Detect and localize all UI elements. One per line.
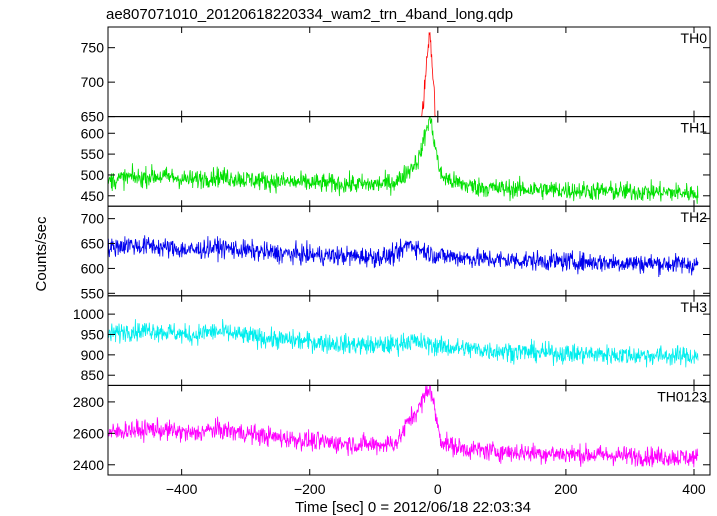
series-line-th1 — [108, 116, 699, 204]
y-tick-label: 600 — [81, 260, 105, 276]
y-tick-label: 850 — [81, 367, 105, 383]
y-tick-label: 550 — [81, 285, 105, 301]
y-axis-label: Counts/sec — [33, 216, 50, 292]
y-tick-label: 700 — [81, 211, 105, 227]
x-tick-label: 200 — [554, 481, 578, 497]
panel-label: TH0 — [681, 30, 708, 46]
y-tick-label: 950 — [81, 326, 105, 342]
panel-frame — [107, 116, 711, 207]
series-line-th2 — [108, 235, 699, 278]
x-axis-label: Time [sec] 0 = 2012/06/18 22:03:34 — [295, 499, 531, 516]
panel-label: TH0123 — [657, 388, 707, 404]
panel-th0123: 2400 2600 2800 TH0123 — [73, 384, 711, 476]
y-tick-label: 2400 — [73, 457, 104, 473]
y-tick-label: 900 — [81, 347, 105, 363]
y-tick-label: 450 — [81, 188, 105, 204]
y-tick-label: 650 — [81, 109, 105, 125]
panel-label: TH1 — [681, 120, 708, 136]
y-tick-label: 500 — [81, 167, 105, 183]
series-line-th0 — [421, 31, 437, 117]
x-tick-label: 0 — [434, 481, 442, 497]
y-tick-label: 550 — [81, 146, 105, 162]
panel-frame — [107, 384, 711, 476]
y-tick-label: 700 — [81, 74, 105, 90]
x-tick-label: −400 — [166, 481, 198, 497]
series-line-th0123 — [108, 385, 699, 468]
y-tick-label: 600 — [81, 125, 105, 141]
panel-label: TH2 — [681, 209, 708, 225]
series-line-th3 — [108, 318, 699, 368]
y-tick-label: 2600 — [73, 425, 104, 441]
panel-frame — [107, 26, 711, 118]
y-tick-label: 750 — [81, 40, 105, 56]
panel-label: TH3 — [681, 299, 708, 315]
y-tick-label: 1000 — [73, 306, 104, 322]
y-tick-label: 650 — [81, 236, 105, 252]
y-tick-label: 2800 — [73, 394, 104, 410]
panel-th0: 650 700 750 TH0 — [81, 26, 711, 125]
chart-title: ae807071010_20120618220334_wam2_trn_4ban… — [106, 6, 513, 23]
panel-th2: 550 600 650 700 TH2 — [81, 205, 711, 301]
x-tick-label: −200 — [294, 481, 326, 497]
x-tick-label: 400 — [682, 481, 706, 497]
panel-th3: 850 900 950 1000 TH3 — [73, 295, 711, 386]
x-axis: −400 −200 0 200 400 — [166, 481, 706, 497]
panel-th1: 450 500 550 600 TH1 — [81, 116, 711, 207]
